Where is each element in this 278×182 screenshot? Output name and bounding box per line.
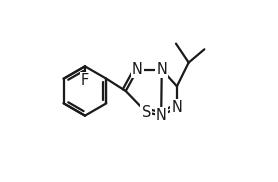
Text: N: N (132, 62, 143, 77)
Text: N: N (156, 62, 167, 77)
Text: S: S (142, 105, 151, 120)
Text: F: F (81, 73, 89, 88)
Text: N: N (172, 100, 182, 115)
Text: N: N (156, 108, 167, 123)
